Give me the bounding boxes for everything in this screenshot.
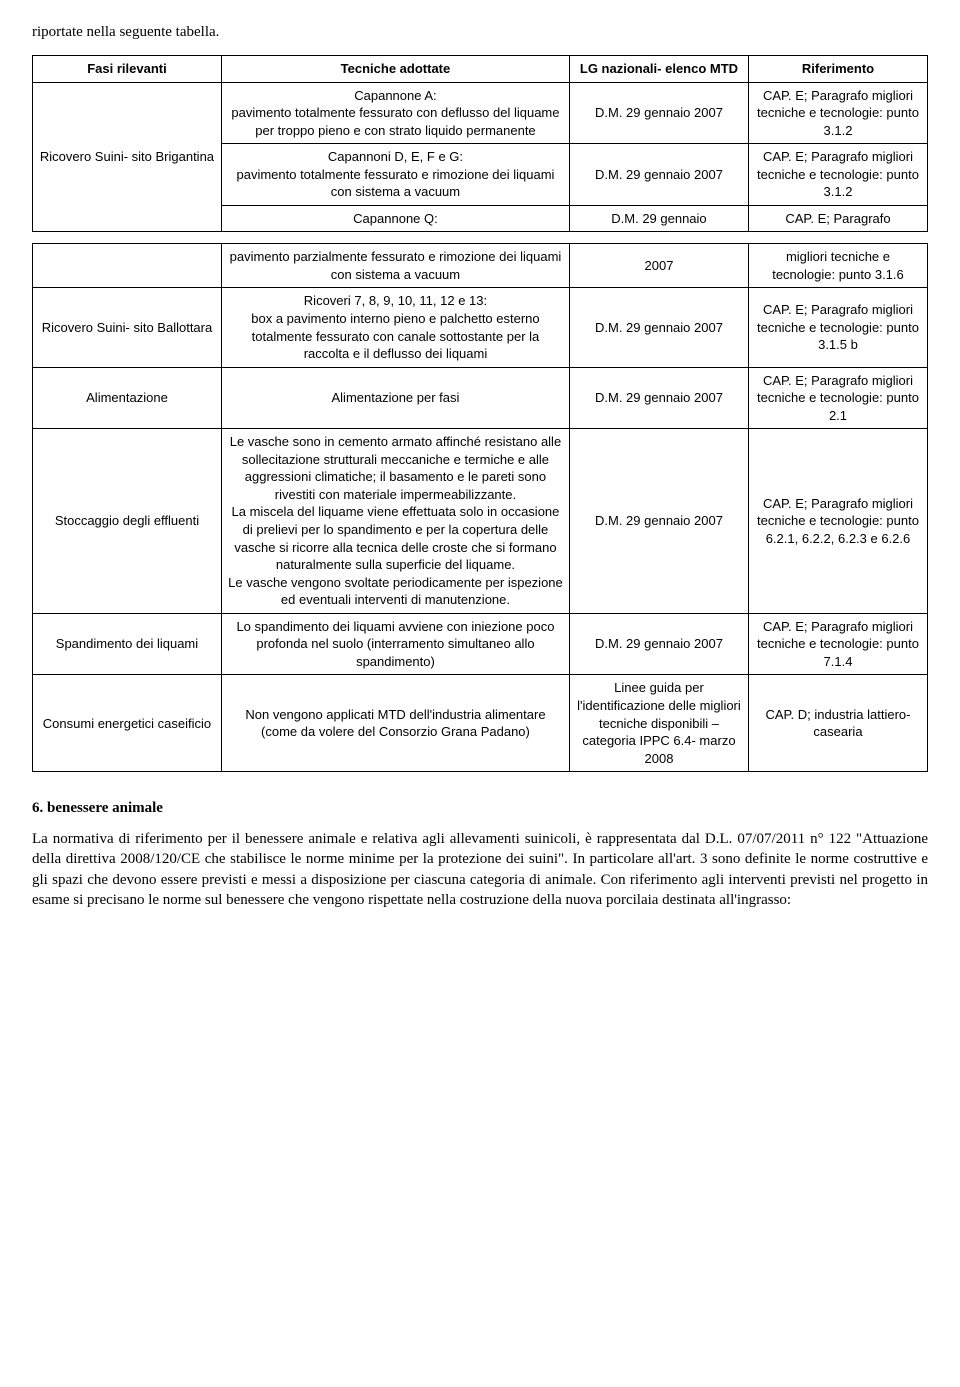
th-fase: Fasi rilevanti — [33, 56, 222, 83]
cell-lg: D.M. 29 gennaio — [569, 205, 748, 232]
cell-tecniche: pavimento parzialmente fessurato e rimoz… — [221, 244, 569, 288]
cell-fase: Ricovero Suini- sito Brigantina — [33, 82, 222, 232]
cell-tecniche: Non vengono applicati MTD dell'industria… — [221, 675, 569, 772]
cell-rif: CAP. E; Paragrafo migliori tecniche e te… — [748, 144, 927, 206]
cell-tecniche: Capannone Q: — [221, 205, 569, 232]
cell-rif: CAP. E; Paragrafo migliori tecniche e te… — [748, 367, 927, 429]
cell-lg: D.M. 29 gennaio 2007 — [569, 429, 748, 613]
section-heading: 6. benessere animale — [32, 800, 928, 817]
table-row: Ricovero Suini- sito BrigantinaCapannone… — [33, 82, 928, 144]
cell-rif: CAP. E; Paragrafo migliori tecniche e te… — [748, 613, 927, 675]
body-paragraph: La normativa di riferimento per il benes… — [32, 829, 928, 910]
th-tecniche: Tecniche adottate — [221, 56, 569, 83]
cell-rif: CAP. E; Paragrafo migliori tecniche e te… — [748, 82, 927, 144]
cell-lg: Linee guida per l'identificazione delle … — [569, 675, 748, 772]
table-row: pavimento parzialmente fessurato e rimoz… — [33, 244, 928, 288]
cell-tecniche: Capannone A: pavimento totalmente fessur… — [221, 82, 569, 144]
cell-lg: D.M. 29 gennaio 2007 — [569, 367, 748, 429]
cell-rif: CAP. E; Paragrafo migliori tecniche e te… — [748, 288, 927, 367]
table-header-row: Fasi rilevanti Tecniche adottate LG nazi… — [33, 56, 928, 83]
cell-fase: Consumi energetici caseificio — [33, 675, 222, 772]
cell-lg: 2007 — [569, 244, 748, 288]
th-lg: LG nazionali- elenco MTD — [569, 56, 748, 83]
main-table: Fasi rilevanti Tecniche adottate LG nazi… — [32, 55, 928, 772]
cell-fase: Ricovero Suini- sito Ballottara — [33, 288, 222, 367]
cell-tecniche: Capannoni D, E, F e G: pavimento totalme… — [221, 144, 569, 206]
cell-rif: CAP. E; Paragrafo migliori tecniche e te… — [748, 429, 927, 613]
cell-fase — [33, 244, 222, 288]
cell-lg: D.M. 29 gennaio 2007 — [569, 613, 748, 675]
cell-tecniche: Lo spandimento dei liquami avviene con i… — [221, 613, 569, 675]
cell-lg: D.M. 29 gennaio 2007 — [569, 288, 748, 367]
table-row: Ricovero Suini- sito BallottaraRicoveri … — [33, 288, 928, 367]
cell-tecniche: Ricoveri 7, 8, 9, 10, 11, 12 e 13: box a… — [221, 288, 569, 367]
cell-lg: D.M. 29 gennaio 2007 — [569, 82, 748, 144]
table-row: AlimentazioneAlimentazione per fasiD.M. … — [33, 367, 928, 429]
table-row: Stoccaggio degli effluentiLe vasche sono… — [33, 429, 928, 613]
cell-lg: D.M. 29 gennaio 2007 — [569, 144, 748, 206]
th-rif: Riferimento — [748, 56, 927, 83]
cell-fase: Spandimento dei liquami — [33, 613, 222, 675]
cell-rif: CAP. D; industria lattiero- casearia — [748, 675, 927, 772]
cell-tecniche: Le vasche sono in cemento armato affinch… — [221, 429, 569, 613]
intro-text: riportate nella seguente tabella. — [32, 24, 928, 41]
cell-fase: Alimentazione — [33, 367, 222, 429]
cell-rif: CAP. E; Paragrafo — [748, 205, 927, 232]
cell-fase: Stoccaggio degli effluenti — [33, 429, 222, 613]
table-row: Consumi energetici caseificioNon vengono… — [33, 675, 928, 772]
cell-tecniche: Alimentazione per fasi — [221, 367, 569, 429]
table-row: Spandimento dei liquamiLo spandimento de… — [33, 613, 928, 675]
cell-rif: migliori tecniche e tecnologie: punto 3.… — [748, 244, 927, 288]
split-gap — [33, 232, 928, 244]
